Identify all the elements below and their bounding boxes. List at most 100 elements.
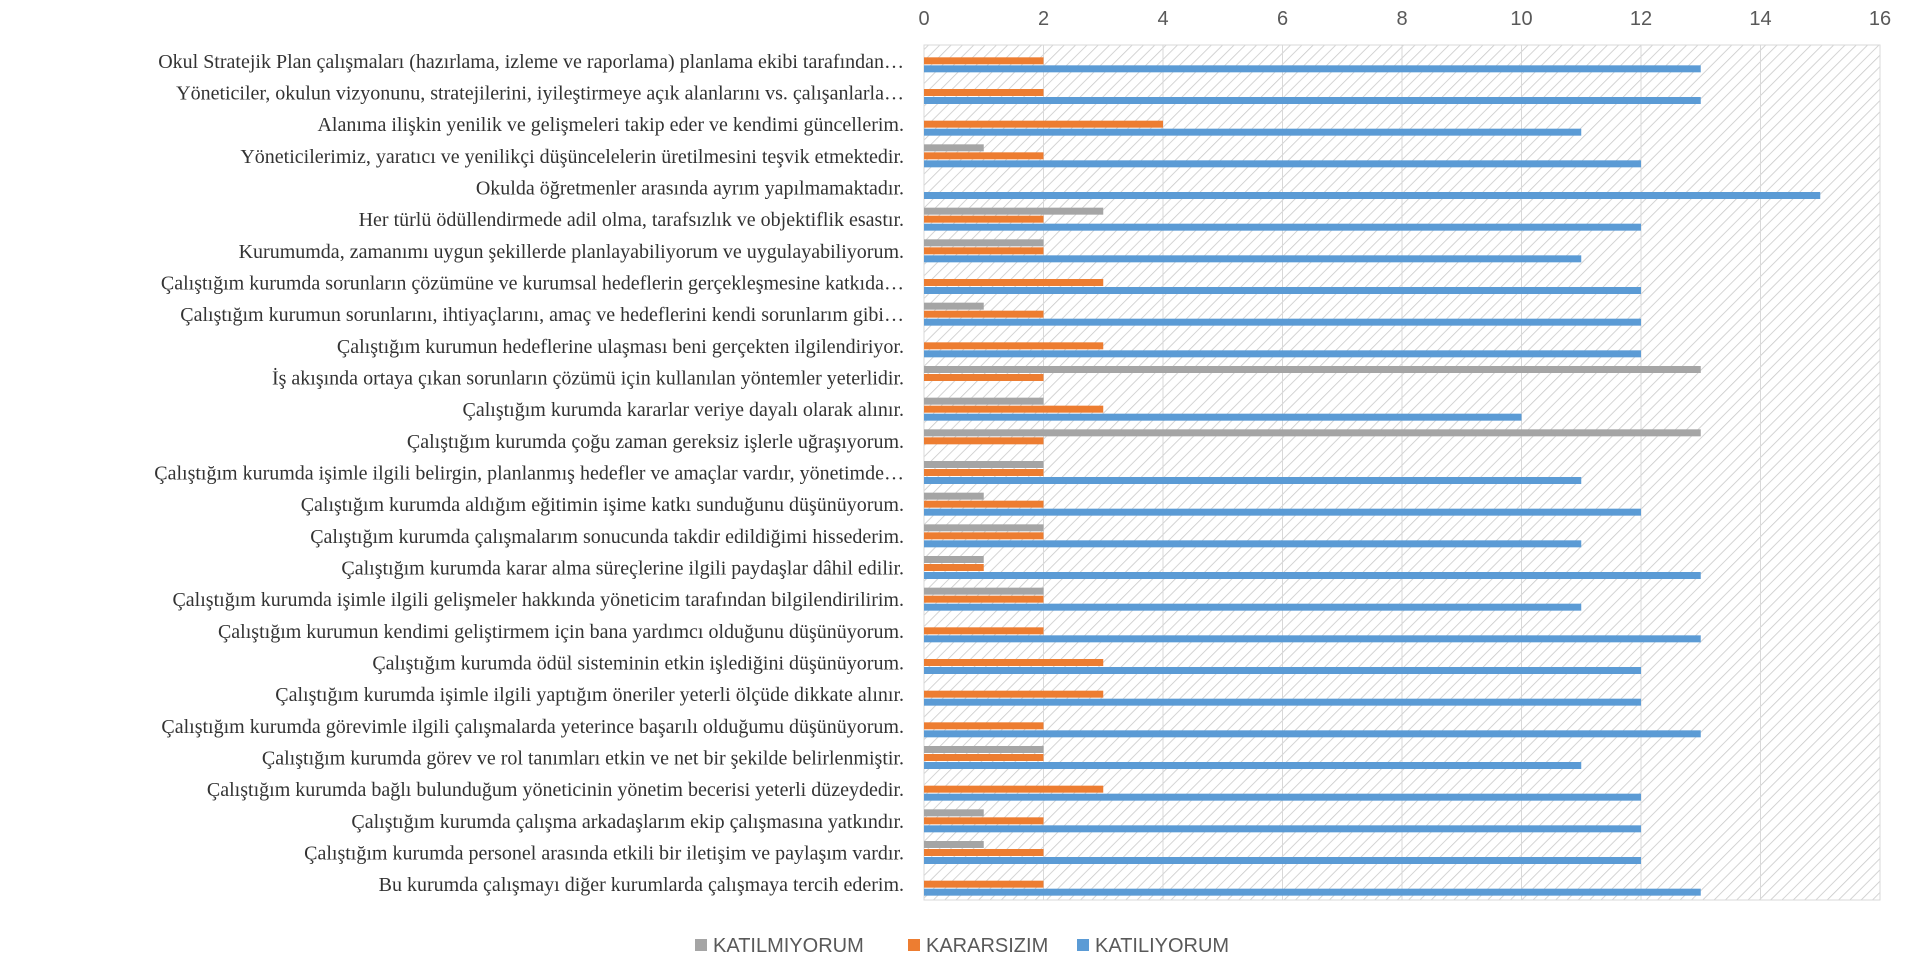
category-labels: Bu kurumda çalışmayı diğer kurumlarda ça… — [154, 51, 904, 896]
bar-kararsizim — [924, 817, 1044, 825]
bar-kararsizim — [924, 437, 1044, 445]
bar-katilmiyorum — [924, 492, 984, 500]
bar-katilmiyorum — [924, 207, 1104, 215]
category-label: Çalıştığım kurumda işimle ilgili gelişme… — [172, 589, 904, 611]
legend-label: KATILMIYORUM — [713, 935, 864, 957]
legend-swatch — [1077, 939, 1089, 951]
category-label: Yöneticilerimiz, yaratıcı ve yenilikçi d… — [240, 146, 904, 168]
x-tick-label: 4 — [1157, 8, 1168, 30]
category-label: Çalıştığım kurumda personel arasında etk… — [304, 843, 904, 865]
bar-katilmiyorum — [924, 366, 1701, 373]
bar-katiliyorum — [924, 160, 1641, 168]
category-label: Çalıştığım kurumda çalışmalarım sonucund… — [310, 526, 904, 548]
category-label: Çalıştığım kurumda çoğu zaman gereksiz i… — [407, 431, 904, 453]
bar-katiliyorum — [924, 888, 1701, 896]
bar-katiliyorum — [924, 762, 1582, 769]
legend-label: KATILIYORUM — [1095, 935, 1229, 957]
bar-katiliyorum — [924, 572, 1701, 579]
bar-katilmiyorum — [924, 461, 1044, 468]
category-label: Okul Stratejik Plan çalışmaları (hazırla… — [158, 51, 904, 73]
category-label: Yöneticiler, okulun vizyonunu, stratejil… — [176, 83, 904, 105]
bar-katiliyorum — [924, 540, 1582, 548]
x-tick-label: 0 — [918, 8, 929, 30]
x-tick-label: 6 — [1277, 8, 1288, 30]
bar-katiliyorum — [924, 730, 1701, 738]
x-tick-label: 2 — [1038, 8, 1049, 30]
bar-kararsizim — [924, 57, 1044, 65]
category-label: Çalıştığım kurumda işimle ilgili belirgi… — [154, 463, 904, 485]
legend-label: KARARSIZIM — [926, 935, 1048, 957]
bar-kararsizim — [924, 89, 1044, 96]
bar-katiliyorum — [924, 350, 1641, 358]
bar-katilmiyorum — [924, 397, 1044, 405]
bar-kararsizim — [924, 120, 1163, 128]
category-label: İş akışında ortaya çıkan sorunların çözü… — [272, 367, 904, 390]
bar-katiliyorum — [924, 603, 1582, 611]
bar-kararsizim — [924, 754, 1044, 761]
bar-kararsizim — [924, 659, 1104, 666]
bar-katiliyorum — [924, 477, 1582, 484]
category-label: Çalıştığım kurumda bağlı bulunduğum yöne… — [207, 779, 904, 801]
bar-kararsizim — [924, 627, 1044, 635]
bar-kararsizim — [924, 564, 984, 571]
bar-katilmiyorum — [924, 429, 1701, 437]
category-label: Çalıştığım kurumda aldığım eğitimin işim… — [301, 494, 904, 516]
bar-kararsizim — [924, 342, 1104, 350]
category-label: Çalıştığım kurumda işimle ilgili yaptığı… — [275, 684, 904, 706]
bar-kararsizim — [924, 279, 1104, 286]
bar-katiliyorum — [924, 793, 1641, 801]
x-tick-label: 14 — [1749, 8, 1771, 30]
bar-katilmiyorum — [924, 524, 1044, 532]
category-label: Çalıştığım kurumda karar alma süreçlerin… — [341, 558, 904, 580]
category-label: Çalıştığım kurumda görevimle ilgili çalı… — [161, 716, 904, 738]
bar-katilmiyorum — [924, 239, 1044, 247]
bar-katiliyorum — [924, 698, 1641, 706]
bar-katiliyorum — [924, 857, 1641, 864]
bar-katiliyorum — [924, 65, 1701, 73]
bar-katiliyorum — [924, 635, 1701, 643]
legend: KATILMIYORUM KARARSIZIM KATILIYORUM — [695, 935, 1229, 957]
bar-kararsizim — [924, 690, 1104, 698]
bar-kararsizim — [924, 152, 1044, 160]
category-label: Alanıma ilişkin yenilik ve gelişmeleri t… — [317, 114, 904, 136]
bar-katiliyorum — [924, 192, 1821, 199]
bar-katiliyorum — [924, 128, 1582, 136]
x-tick-label: 12 — [1630, 8, 1652, 30]
bar-katiliyorum — [924, 287, 1641, 294]
bar-katiliyorum — [924, 318, 1641, 326]
category-label: Bu kurumda çalışmayı diğer kurumlarda ça… — [379, 874, 904, 896]
bar-kararsizim — [924, 880, 1044, 888]
bar-kararsizim — [924, 247, 1044, 255]
bar-kararsizim — [924, 215, 1044, 223]
bar-kararsizim — [924, 374, 1044, 381]
bars — [924, 57, 1821, 896]
bar-kararsizim — [924, 310, 1044, 318]
legend-swatch — [908, 939, 920, 951]
category-label: Çalıştığım kurumun sorunlarını, ihtiyaçl… — [180, 304, 904, 326]
category-label: Her türlü ödüllendirmede adil olma, tara… — [359, 209, 904, 231]
x-tick-label: 8 — [1396, 8, 1407, 30]
bar-katilmiyorum — [924, 556, 984, 563]
category-label: Çalıştığım kurumda çalışma arkadaşlarım … — [351, 811, 904, 833]
category-label: Kurumumda, zamanımı uygun şekillerde pla… — [239, 241, 904, 263]
bar-katilmiyorum — [924, 302, 984, 310]
bar-katiliyorum — [924, 413, 1522, 421]
x-axis-ticks: 0 2 4 6 8 10 12 14 16 — [918, 8, 1891, 30]
bar-katiliyorum — [924, 255, 1582, 263]
bar-katiliyorum — [924, 667, 1641, 674]
bar-katiliyorum — [924, 825, 1641, 833]
bar-katilmiyorum — [924, 587, 1044, 595]
bar-kararsizim — [924, 849, 1044, 856]
category-label: Çalıştığım kurumun kendimi geliştirmem i… — [218, 621, 904, 643]
bar-katilmiyorum — [924, 746, 1044, 753]
bar-kararsizim — [924, 532, 1044, 540]
x-tick-label: 16 — [1869, 8, 1891, 30]
bar-kararsizim — [924, 500, 1044, 508]
category-label: Çalıştığım kurumun hedeflerine ulaşması … — [337, 336, 904, 358]
bar-katilmiyorum — [924, 144, 984, 152]
bar-kararsizim — [924, 722, 1044, 730]
category-label: Çalıştığım kurumda ödül sisteminin etkin… — [372, 653, 904, 675]
bar-kararsizim — [924, 405, 1104, 413]
